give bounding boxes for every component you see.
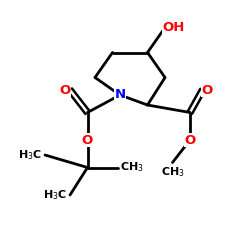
- Text: H$_3$C: H$_3$C: [43, 188, 67, 202]
- Text: O: O: [184, 134, 196, 146]
- Text: N: N: [114, 88, 126, 102]
- Text: OH: OH: [162, 21, 185, 34]
- Text: O: O: [82, 134, 93, 146]
- Text: CH$_3$: CH$_3$: [120, 160, 144, 174]
- Text: H$_3$C: H$_3$C: [18, 148, 42, 162]
- Text: O: O: [202, 84, 213, 96]
- Text: CH$_3$: CH$_3$: [160, 165, 184, 179]
- Text: O: O: [59, 84, 70, 96]
